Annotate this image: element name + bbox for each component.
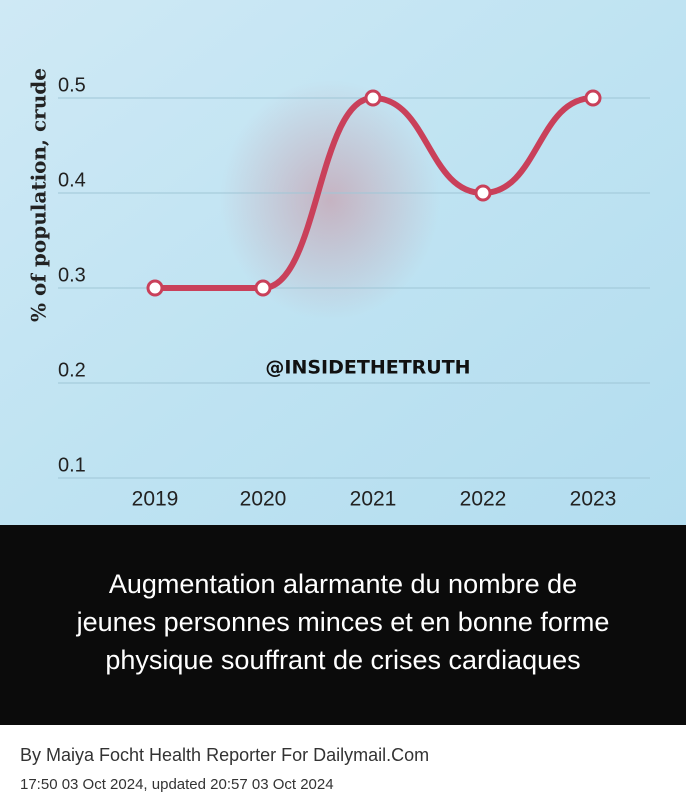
caption-line: physique souffrant de crises cardiaques [105, 645, 581, 675]
timestamp: 17:50 03 Oct 2024, updated 20:57 03 Oct … [20, 776, 334, 793]
x-tick-label: 2019 [132, 488, 179, 511]
data-point [254, 279, 272, 297]
watermark: @INSIDETHETRUTH [265, 357, 470, 379]
x-tick-label: 2022 [460, 488, 507, 511]
background-blob [220, 80, 440, 320]
x-tick-label: 2023 [570, 488, 617, 511]
caption-line: Augmentation alarmante du nombre de [108, 569, 578, 599]
y-tick-label: 0.4 [58, 169, 86, 191]
data-point [584, 89, 602, 107]
y-tick-label: 0.5 [58, 74, 86, 96]
y-axis-label: % of population, crude [27, 68, 51, 322]
x-tick-label: 2021 [350, 488, 397, 511]
data-point [474, 184, 492, 202]
data-line [152, 94, 596, 291]
chart: % of population, crude @INSIDETHETRUTH 0… [0, 0, 686, 525]
byline: By Maiya Focht Health Reporter For Daily… [20, 745, 430, 765]
caption-line: jeunes personnes minces et en bonne form… [76, 607, 610, 637]
y-tick-label: 0.3 [58, 264, 86, 286]
data-point [146, 279, 164, 297]
caption: Augmentation alarmante du nombre de jeun… [0, 525, 686, 725]
y-tick-label: 0.1 [58, 454, 86, 476]
x-tick-label: 2020 [240, 488, 287, 511]
y-tick-label: 0.2 [58, 359, 86, 381]
data-point [364, 89, 382, 107]
